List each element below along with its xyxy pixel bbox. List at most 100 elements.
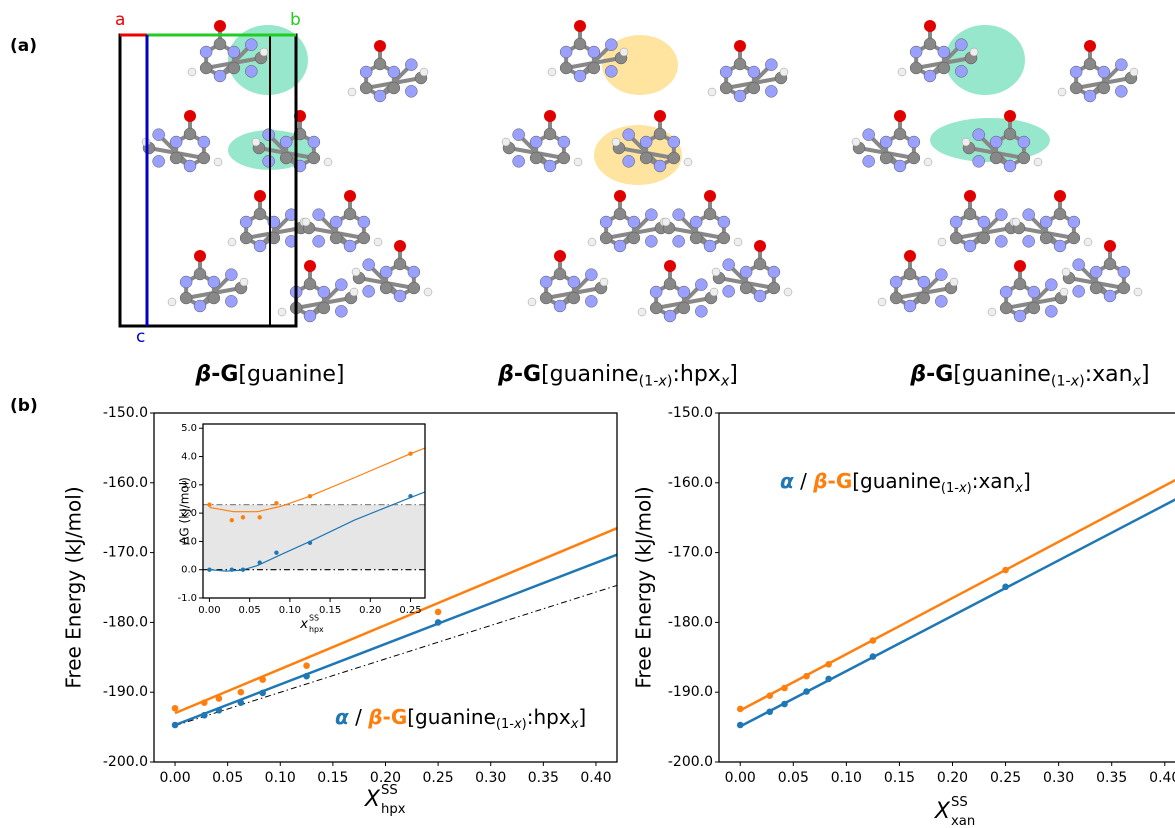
oxygen bbox=[1014, 260, 1026, 272]
atom bbox=[664, 310, 676, 322]
text-part: β bbox=[367, 705, 382, 729]
atom bbox=[308, 136, 320, 148]
x-tick-label: 0.15 bbox=[317, 770, 348, 786]
text-part: [guanine bbox=[852, 469, 941, 493]
atom bbox=[568, 276, 580, 288]
axis-label: c bbox=[136, 327, 145, 347]
atom bbox=[904, 300, 916, 312]
atom bbox=[720, 66, 732, 78]
atom bbox=[964, 240, 976, 252]
atom bbox=[360, 82, 372, 94]
atom bbox=[198, 152, 210, 164]
atom bbox=[938, 62, 950, 74]
hydrogen bbox=[620, 48, 628, 56]
chart: 0.000.050.100.150.200.25-1.00.01.02.03.0… bbox=[177, 423, 425, 634]
atom bbox=[540, 292, 552, 304]
hydrogen bbox=[228, 238, 236, 246]
text-part: / bbox=[349, 705, 368, 729]
atom bbox=[894, 128, 906, 140]
hydrogen bbox=[548, 68, 556, 76]
hydrogen bbox=[352, 268, 360, 276]
hydrogen bbox=[302, 218, 310, 226]
atom bbox=[695, 279, 707, 291]
atom bbox=[360, 66, 372, 78]
atom bbox=[1118, 266, 1130, 278]
atom bbox=[308, 152, 320, 164]
x-tick-label: 0.10 bbox=[831, 770, 862, 786]
atom bbox=[153, 129, 165, 141]
data-point bbox=[216, 695, 223, 702]
atom bbox=[768, 266, 780, 278]
atom bbox=[628, 232, 640, 244]
x-tick-label: 0.25 bbox=[423, 770, 454, 786]
data-point bbox=[781, 701, 788, 708]
oxygen bbox=[664, 260, 676, 272]
atom bbox=[568, 292, 580, 304]
oxygen bbox=[1054, 190, 1066, 202]
hydrogen bbox=[188, 68, 196, 76]
atom bbox=[530, 136, 542, 148]
data-point bbox=[308, 541, 312, 545]
data-point bbox=[803, 673, 810, 680]
text-part: / bbox=[794, 469, 813, 493]
hydrogen bbox=[924, 158, 932, 166]
data-point bbox=[230, 518, 234, 522]
atom bbox=[690, 232, 702, 244]
atom bbox=[388, 82, 400, 94]
atom bbox=[654, 160, 666, 172]
y-tick-label: 5.0 bbox=[181, 423, 197, 434]
x-tick-label: 0.35 bbox=[528, 770, 559, 786]
rich-text: α / β-G[guanine(1-x):xanx] bbox=[780, 469, 1031, 496]
text-part: :xan bbox=[1085, 362, 1133, 387]
y-tick-label: -160.0 bbox=[668, 475, 713, 491]
data-point bbox=[274, 501, 278, 505]
atom bbox=[1014, 278, 1026, 290]
hydrogen bbox=[278, 308, 286, 316]
atom bbox=[180, 276, 192, 288]
rich-text: α / β-G[guanine(1-x):hpxx] bbox=[335, 705, 586, 732]
text-part: ] bbox=[1141, 362, 1150, 387]
x-axis-label-sub: xan bbox=[951, 814, 975, 828]
y-tick-label: -150.0 bbox=[668, 405, 713, 421]
molecule bbox=[1062, 240, 1142, 302]
oxygen bbox=[194, 250, 206, 262]
atom bbox=[623, 129, 635, 141]
atom bbox=[1084, 90, 1096, 102]
hydrogen bbox=[852, 138, 860, 146]
molecule bbox=[348, 40, 428, 102]
data-point bbox=[870, 637, 877, 644]
data-point bbox=[201, 712, 208, 719]
atom bbox=[1045, 305, 1057, 317]
x-tick-label: 0.20 bbox=[359, 605, 381, 616]
atom bbox=[1014, 310, 1026, 322]
atom bbox=[558, 136, 570, 148]
atom bbox=[673, 209, 685, 221]
hydrogen bbox=[324, 158, 332, 166]
atom bbox=[1040, 216, 1052, 228]
atom bbox=[1098, 82, 1110, 94]
x-tick-label: 0.15 bbox=[884, 770, 915, 786]
atom bbox=[645, 235, 657, 247]
atom bbox=[1070, 66, 1082, 78]
data-point bbox=[258, 515, 262, 519]
hydrogen bbox=[638, 308, 646, 316]
hydrogen bbox=[784, 288, 792, 296]
data-point bbox=[766, 692, 773, 699]
atom bbox=[918, 292, 930, 304]
oxygen bbox=[894, 110, 906, 122]
molecule bbox=[588, 190, 668, 252]
atom bbox=[263, 129, 275, 141]
panel-label: (b) bbox=[10, 396, 38, 416]
rich-text: β-G[guanine] bbox=[194, 362, 344, 387]
atom bbox=[605, 65, 617, 77]
x-tick-label: 0.00 bbox=[198, 605, 220, 616]
hydrogen bbox=[712, 268, 720, 276]
x-tick-label: 0.40 bbox=[580, 770, 611, 786]
atom bbox=[765, 59, 777, 71]
x-axis-label-sup: SS bbox=[381, 783, 398, 798]
rich-text: β-G[guanine(1-x):xanx] bbox=[909, 362, 1149, 390]
atom bbox=[890, 276, 902, 288]
x-tick-label: 0.05 bbox=[212, 770, 243, 786]
atom bbox=[924, 70, 936, 82]
y-tick-label: -170.0 bbox=[668, 545, 713, 561]
